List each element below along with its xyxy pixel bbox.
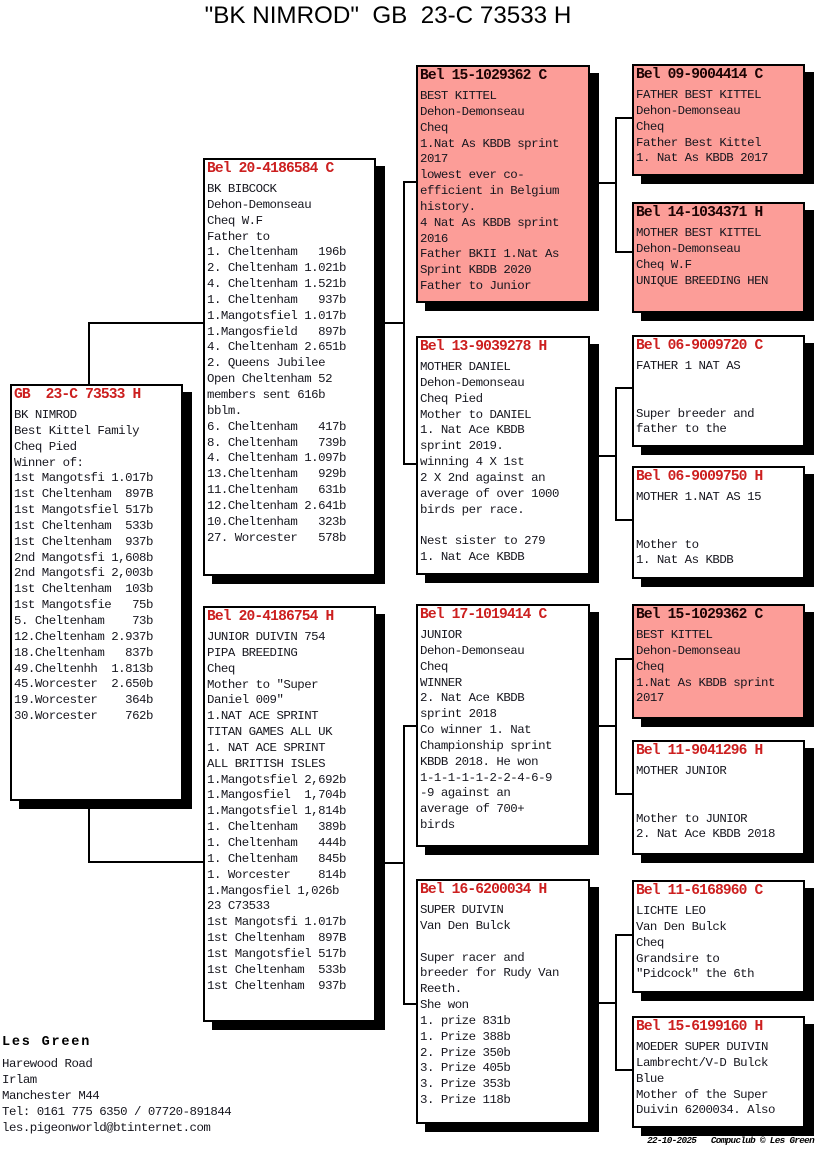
connector-line <box>615 251 632 253</box>
ring-number: Bel 09-9004414 C <box>636 67 763 83</box>
pedigree-box-gen4-2: Bel 14-1034371 H MOTHER BEST KITTEL Deho… <box>632 202 805 313</box>
pigeon-details: LICHTE LEO Van Den Bulck Cheq Grandsire … <box>636 904 755 982</box>
connector-line <box>403 1003 416 1005</box>
connector-line <box>590 1002 617 1004</box>
ring-number: Bel 06-9009720 C <box>636 338 763 354</box>
connector-line <box>590 182 617 184</box>
ring-number: Bel 15-1029362 C <box>420 68 547 84</box>
pigeon-details: SUPER DUIVIN Van Den Bulck Super racer a… <box>420 903 559 1108</box>
pigeon-details: JUNIOR Dehon-Demonseau Cheq WINNER 2. Na… <box>420 628 552 833</box>
connector-line <box>88 322 203 324</box>
pedigree-box-gen4-4: Bel 06-9009750 H MOTHER 1.NAT AS 15 Moth… <box>632 466 805 579</box>
connector-line <box>615 658 632 660</box>
print-footer: 22-10-2025 Compuclub © Les Green <box>647 1135 815 1146</box>
connector-line <box>590 725 617 727</box>
pigeon-details: MOTHER BEST KITTEL Dehon-Demonseau Cheq … <box>636 226 768 288</box>
pigeon-details: BEST KITTEL Dehon-Demonseau Cheq 1.Nat A… <box>420 89 559 294</box>
connector-line <box>88 322 90 384</box>
pedigree-box-dams-dam: Bel 16-6200034 H SUPER DUIVIN Van Den Bu… <box>416 879 590 1124</box>
pedigree-box-gen4-5: Bel 15-1029362 C BEST KITTEL Dehon-Demon… <box>632 604 805 719</box>
ring-number: Bel 11-9041296 H <box>636 743 763 759</box>
pedigree-box-sires-sire: Bel 15-1029362 C BEST KITTEL Dehon-Demon… <box>416 65 590 303</box>
connector-line <box>403 181 416 183</box>
ring-number: Bel 20-4186584 C <box>207 161 334 177</box>
connector-line <box>403 725 416 727</box>
pedigree-box-dam: Bel 20-4186754 H JUNIOR DUIVIN 754 PIPA … <box>203 606 376 1022</box>
owner-name: Les Green <box>2 1035 92 1050</box>
ring-number: Bel 14-1034371 H <box>636 205 763 221</box>
connector-line <box>615 1069 632 1071</box>
ring-number: Bel 15-1029362 C <box>636 607 763 623</box>
connector-line <box>615 658 617 795</box>
pigeon-details: FATHER 1 NAT AS Super breeder and father… <box>636 359 755 437</box>
ring-number: Bel 11-6168960 C <box>636 883 763 899</box>
pedigree-box-subject: GB 23-C 73533 H BK NIMROD Best Kittel Fa… <box>10 384 183 801</box>
connector-line <box>376 322 405 324</box>
pedigree-box-gen4-6: Bel 11-9041296 H MOTHER JUNIOR Mother to… <box>632 740 805 855</box>
connector-line <box>615 117 632 119</box>
pedigree-box-gen4-1: Bel 09-9004414 C FATHER BEST KITTEL Deho… <box>632 64 805 176</box>
connector-line <box>615 387 617 521</box>
pigeon-details: BK BIBCOCK Dehon-Demonseau Cheq W.F Fath… <box>207 182 346 545</box>
connector-line <box>615 934 632 936</box>
page-title: "BK NIMROD" GB 23-C 73533 H <box>204 2 572 29</box>
pigeon-details: BEST KITTEL Dehon-Demonseau Cheq 1.Nat A… <box>636 628 775 706</box>
pigeon-details: MOEDER SUPER DUIVIN Lambrecht/V-D Bulck … <box>636 1040 775 1118</box>
connector-line <box>88 861 203 863</box>
pigeon-details: MOTHER DANIEL Dehon-Demonseau Cheq Pied … <box>420 360 559 565</box>
pigeon-details: JUNIOR DUIVIN 754 PIPA BREEDING Cheq Mot… <box>207 630 346 993</box>
owner-address: Harewood Road Irlam Manchester M44 Tel: … <box>2 1057 232 1135</box>
pigeon-details: MOTHER 1.NAT AS 15 Mother to 1. Nat As K… <box>636 490 762 568</box>
ring-number: Bel 06-9009750 H <box>636 469 763 485</box>
ring-number: Bel 13-9039278 H <box>420 339 547 355</box>
connector-line <box>376 862 405 864</box>
pedigree-box-sire: Bel 20-4186584 C BK BIBCOCK Dehon-Demons… <box>203 158 376 576</box>
connector-line <box>615 519 632 521</box>
connector-line <box>615 934 617 1071</box>
connector-line <box>403 725 405 1005</box>
ring-number: Bel 15-6199160 H <box>636 1019 763 1035</box>
ring-number: Bel 16-6200034 H <box>420 882 547 898</box>
ring-number: Bel 20-4186754 H <box>207 609 334 625</box>
pedigree-box-dams-sire: Bel 17-1019414 C JUNIOR Dehon-Demonseau … <box>416 604 590 847</box>
connector-line <box>403 463 416 465</box>
pigeon-details: MOTHER JUNIOR Mother to JUNIOR 2. Nat Ac… <box>636 764 775 842</box>
pigeon-details: FATHER BEST KITTEL Dehon-Demonseau Cheq … <box>636 88 768 166</box>
ring-number: Bel 17-1019414 C <box>420 607 547 623</box>
pedigree-box-gen4-3: Bel 06-9009720 C FATHER 1 NAT AS Super b… <box>632 335 805 447</box>
pigeon-details: BK NIMROD Best Kittel Family Cheq Pied W… <box>14 408 153 724</box>
connector-line <box>403 181 405 465</box>
pedigree-box-sires-dam: Bel 13-9039278 H MOTHER DANIEL Dehon-Dem… <box>416 336 590 575</box>
connector-line <box>615 117 617 253</box>
pedigree-box-gen4-7: Bel 11-6168960 C LICHTE LEO Van Den Bulc… <box>632 880 805 993</box>
connector-line <box>88 801 90 863</box>
connector-line <box>615 793 632 795</box>
connector-line <box>590 455 617 457</box>
connector-line <box>615 387 632 389</box>
pedigree-box-gen4-8: Bel 15-6199160 H MOEDER SUPER DUIVIN Lam… <box>632 1016 805 1128</box>
ring-number: GB 23-C 73533 H <box>14 387 141 403</box>
